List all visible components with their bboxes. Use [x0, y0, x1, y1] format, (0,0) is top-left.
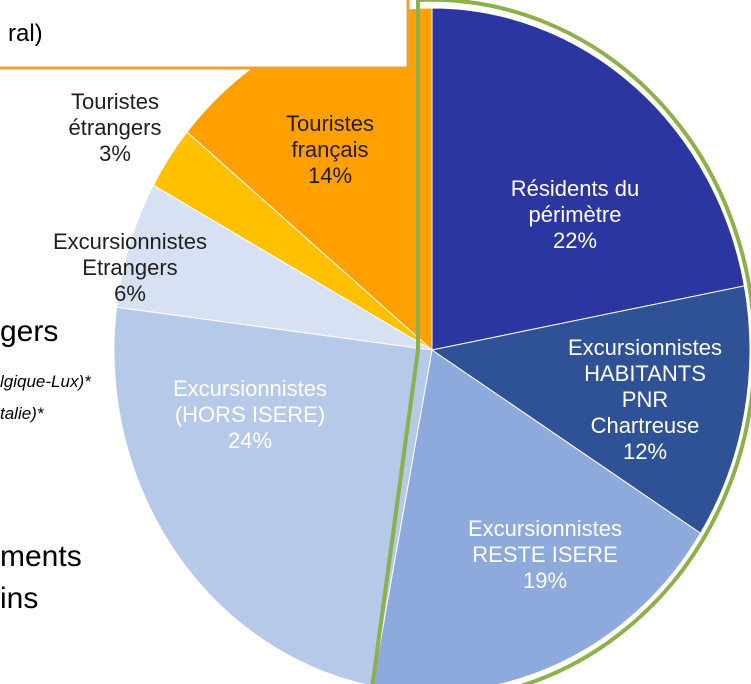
slice-label: Excursionnistes HABITANTS PNR Chartreuse… — [568, 335, 722, 465]
category-label: Excursionnistes (HORS ISERE) — [172, 376, 328, 427]
pie-slice — [430, 285, 751, 534]
pie-slice — [115, 184, 433, 351]
pie-slice — [431, 7, 745, 351]
category-label: Touristes français — [285, 111, 375, 162]
box — [0, 0, 410, 70]
category-label: Excursionnistes RESTE ISERE — [467, 516, 623, 567]
value-label: 19% — [522, 568, 568, 593]
annotation: ments — [0, 540, 82, 573]
slice-label: Touristes français 14% — [286, 111, 374, 189]
value-label: 22% — [552, 228, 598, 253]
highlight-outline — [370, 0, 751, 684]
value-label: 24% — [227, 428, 273, 453]
value-label: 6% — [114, 281, 146, 306]
annotation: gers — [0, 315, 59, 348]
category-label: Excursionnistes Etrangers — [52, 229, 208, 280]
pie-slice — [372, 349, 702, 684]
category-label: Excursionnistes HABITANTS PNR Chartreuse — [567, 335, 723, 438]
slice-label: Résidents du périmètre 22% — [511, 176, 639, 254]
annotation: ins — [0, 582, 39, 615]
category-label: Résidents du périmètre — [510, 176, 640, 227]
value-label: 3% — [99, 141, 131, 166]
slice-label: Excursionnistes RESTE ISERE 19% — [468, 516, 622, 594]
slice-label: Touristes étrangers 3% — [69, 89, 162, 167]
pie-slice — [113, 306, 433, 684]
value-label: 12% — [622, 439, 668, 464]
category-label: Touristes étrangers — [68, 89, 162, 140]
annotation: talie)* — [0, 404, 44, 423]
annotation: lgique-Lux)* — [0, 372, 91, 391]
annotation: ral) — [8, 20, 43, 47]
slice-label: Excursionnistes (HORS ISERE) 24% — [173, 376, 327, 454]
slice-label: Excursionnistes Etrangers 6% — [53, 229, 207, 307]
value-label: 14% — [307, 163, 353, 188]
